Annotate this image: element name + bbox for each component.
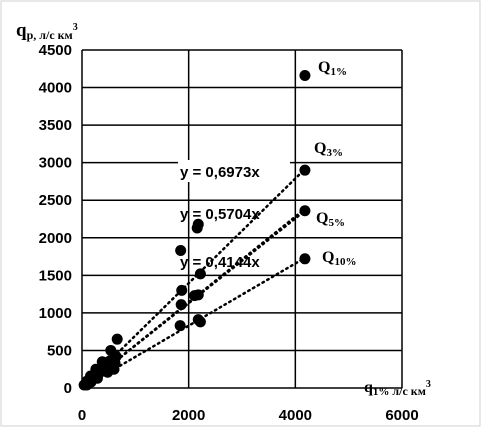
data-point [299, 70, 311, 82]
y-tick-label: 0 [64, 380, 72, 397]
y-tick-label: 3500 [39, 117, 72, 134]
data-point [175, 299, 187, 311]
data-point [189, 290, 201, 302]
series-label-q1: Q1% [318, 59, 347, 78]
trendline-equation-q1: y = 0,6973x [180, 164, 260, 181]
data-point [174, 320, 186, 332]
series-label-q5: Q5% [316, 210, 345, 229]
x-axis-title: q1% л/с км3 [364, 379, 431, 398]
data-point [299, 253, 311, 265]
x-tick-label: 0 [78, 407, 86, 424]
y-tick-label: 4000 [39, 80, 72, 97]
data-points [78, 70, 311, 391]
series-label-q3: Q3% [314, 140, 343, 159]
trendline-series-1 [80, 167, 307, 390]
y-tick-label: 2500 [39, 192, 72, 209]
x-tick-label: 4000 [279, 407, 312, 424]
data-point [194, 268, 206, 280]
tick-labels: 0 500 1000 1500 2000 2500 3000 3500 4000 4500 0 200… [39, 42, 419, 424]
data-point [192, 218, 204, 230]
y-tick-label: 2000 [39, 230, 72, 247]
trendline-equation-q10: y = 0,4144x [180, 254, 260, 271]
data-point [102, 366, 114, 378]
data-point [176, 284, 188, 296]
data-point [299, 205, 311, 217]
data-point [81, 379, 93, 391]
y-tick-label: 4500 [39, 42, 72, 59]
y-tick-label: 1500 [39, 267, 72, 284]
y-tick-label: 1000 [39, 305, 72, 322]
series-label-q10: Q10% [322, 249, 356, 268]
equation-bg-1 [178, 160, 290, 182]
x-tick-label: 6000 [385, 407, 418, 424]
x-tick-label: 2000 [172, 407, 205, 424]
data-point [111, 333, 123, 345]
data-point [192, 314, 204, 326]
y-tick-label: 500 [47, 342, 72, 359]
data-point [299, 164, 311, 176]
y-tick-label: 3000 [39, 155, 72, 172]
grid [81, 49, 403, 389]
data-point [175, 245, 187, 257]
trendline-equation-q3: y = 0,5704x [180, 206, 260, 223]
y-axis-title: qр, л/с км3 [16, 20, 78, 42]
